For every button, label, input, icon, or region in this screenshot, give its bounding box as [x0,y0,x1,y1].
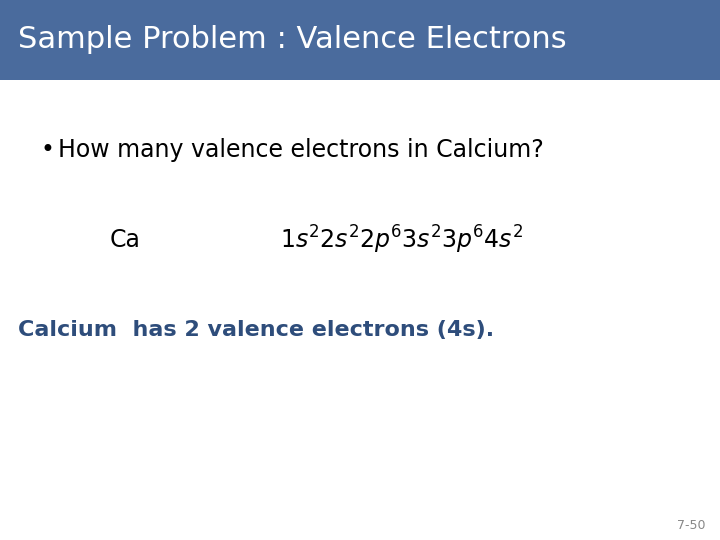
Text: Calcium  has 2 valence electrons (4s).: Calcium has 2 valence electrons (4s). [18,320,494,340]
Text: Sample Problem : Valence Electrons: Sample Problem : Valence Electrons [18,25,567,55]
Text: How many valence electrons in Calcium?: How many valence electrons in Calcium? [58,138,544,162]
Text: Ca: Ca [110,228,141,252]
Text: •: • [40,138,54,162]
Text: $\mathrm{1}s^\mathrm{2}\mathrm{2}s^\mathrm{2}\mathrm{2}p^\mathrm{6}\mathrm{3}s^\: $\mathrm{1}s^\mathrm{2}\mathrm{2}s^\math… [280,224,523,256]
Text: 7-50: 7-50 [677,519,705,532]
Bar [0,0,720,80]
